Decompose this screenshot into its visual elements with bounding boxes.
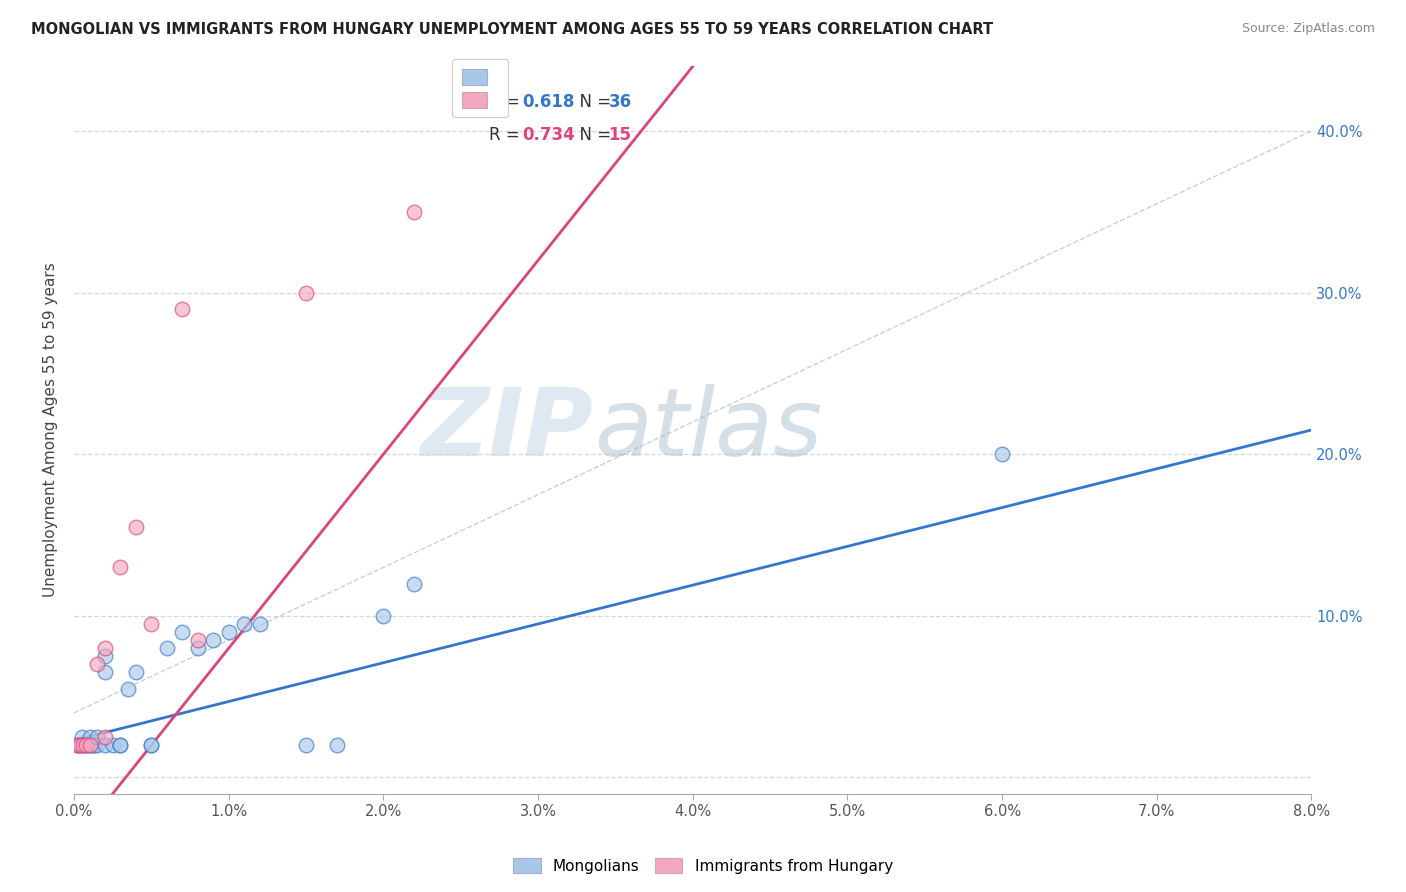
Point (404, 204, 426, 219)
Point (75, 738, 97, 752)
Text: ZIP: ZIP (420, 384, 593, 476)
Point (141, 616, 163, 631)
Legend: Mongolians, Immigrants from Hungary: Mongolians, Immigrants from Hungary (508, 852, 898, 880)
Point (79, 738, 101, 752)
Point (218, 625, 240, 640)
Point (202, 633, 225, 648)
Point (101, 738, 124, 752)
Point (94, 738, 117, 752)
Point (72, 738, 94, 752)
Point (86, 657, 108, 672)
Point (66, 738, 89, 752)
Point (69, 738, 91, 752)
Point (75, 738, 97, 752)
Point (86, 738, 108, 752)
Point (156, 641, 179, 656)
Point (110, 738, 132, 752)
Point (125, 665, 148, 680)
Point (94, 641, 117, 656)
Text: Source: ZipAtlas.com: Source: ZipAtlas.com (1241, 22, 1375, 36)
Text: 15: 15 (609, 127, 631, 145)
Text: atlas: atlas (593, 384, 823, 475)
Legend: , : , (453, 59, 508, 117)
Point (94, 649, 117, 664)
Point (94, 730, 117, 744)
Point (86, 730, 108, 744)
Point (141, 738, 163, 752)
Point (172, 625, 194, 640)
Point (79, 738, 101, 752)
Point (83, 738, 105, 752)
Point (249, 616, 271, 631)
Point (404, 576, 426, 591)
Point (79, 730, 101, 744)
Text: 0.618: 0.618 (522, 93, 575, 111)
Point (67, 738, 90, 752)
Point (94, 665, 117, 680)
Text: N =: N = (569, 127, 616, 145)
Point (79, 738, 101, 752)
Point (295, 738, 318, 752)
Text: 36: 36 (609, 93, 631, 111)
Text: R =: R = (489, 93, 524, 111)
Text: N =: N = (569, 93, 616, 111)
Point (172, 301, 194, 316)
Text: 0.734: 0.734 (522, 127, 575, 145)
Text: R =: R = (489, 127, 524, 145)
Point (233, 616, 256, 631)
Point (117, 681, 139, 696)
Point (187, 633, 209, 648)
Point (326, 738, 349, 752)
Point (141, 738, 163, 752)
Point (125, 520, 148, 534)
Y-axis label: Unemployment Among Ages 55 to 59 years: Unemployment Among Ages 55 to 59 years (44, 262, 58, 598)
Point (70, 730, 93, 744)
Point (991, 447, 1014, 461)
Point (69, 738, 91, 752)
Point (72, 738, 94, 752)
Point (82, 738, 104, 752)
Point (373, 608, 395, 623)
Point (187, 641, 209, 656)
Point (110, 738, 132, 752)
Point (73, 738, 96, 752)
Point (66, 738, 89, 752)
Point (110, 560, 132, 574)
Text: MONGOLIAN VS IMMIGRANTS FROM HUNGARY UNEMPLOYMENT AMONG AGES 55 TO 59 YEARS CORR: MONGOLIAN VS IMMIGRANTS FROM HUNGARY UNE… (31, 22, 993, 37)
Point (295, 285, 318, 300)
